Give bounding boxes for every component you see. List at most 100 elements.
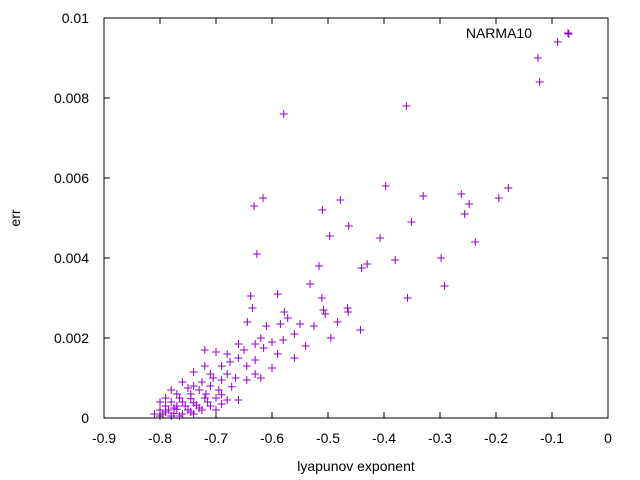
data-point [333,318,342,326]
data-point [200,362,209,370]
data-point [259,194,268,202]
legend-label: NARMA10 [466,25,532,41]
y-tick-label: 0.006 [54,170,89,186]
data-point [227,382,236,391]
data-point [357,264,366,272]
y-tick-label: 0 [81,410,89,426]
data-point [251,356,260,364]
data-point [243,318,252,326]
data-point [189,368,198,376]
data-point [344,222,353,230]
data-point [325,232,334,240]
data-point [251,370,260,378]
data-point [319,306,328,314]
data-point [223,370,232,378]
data-point [407,218,416,226]
x-tick-label: -0.8 [148,430,172,446]
data-point [234,354,243,362]
data-point [344,308,353,316]
data-point [259,344,268,352]
data-point [231,374,240,382]
data-point [402,102,411,110]
data-point [290,354,299,362]
x-tick-label: -0.6 [260,430,284,446]
data-point [189,382,198,390]
axis-ticks [103,17,609,419]
data-point [212,394,220,402]
data-point [251,340,260,348]
data-point [317,294,326,302]
data-points [150,30,573,420]
data-point [301,342,310,350]
data-point [234,396,243,404]
data-point [217,400,226,408]
data-point [184,384,192,392]
data-point [273,350,282,358]
y-axis-label: err [7,209,23,226]
data-point [356,326,365,334]
data-point [156,398,164,406]
data-point [250,202,259,210]
data-point [564,30,573,38]
data-point [283,314,292,322]
data-point [296,320,304,328]
data-point [234,340,243,348]
data-point [310,322,318,330]
x-tick-label: -0.7 [204,430,228,446]
data-point [223,350,232,358]
data-point [206,382,215,390]
data-point [336,196,345,204]
data-point [198,378,206,386]
x-tick-label: -0.4 [372,430,396,446]
y-tick-label: 0.01 [62,10,89,26]
data-point [167,412,176,420]
data-point [212,348,220,356]
data-point [161,394,170,402]
y-tick-label: 0.002 [54,330,89,346]
data-point [262,322,271,330]
data-point [318,206,327,214]
data-point [306,280,315,288]
data-point [440,282,449,290]
legend-marker [564,29,572,37]
data-point [150,410,159,418]
data-point [256,374,265,382]
data-point [419,192,428,200]
data-point [178,378,187,386]
data-point [553,38,562,46]
x-tick-label: -0.5 [316,430,340,446]
data-point [343,304,352,312]
data-point [200,346,209,354]
x-tick-label: -0.1 [540,430,564,446]
data-point [201,390,210,398]
plot-frame [103,17,609,419]
y-tick-label: 0.004 [54,250,89,266]
data-point [195,404,204,412]
data-point [214,386,223,394]
data-point [170,404,178,412]
data-point [315,262,324,270]
data-point [535,78,544,86]
data-point [460,210,469,218]
data-point [217,362,226,370]
data-point [363,260,372,268]
data-point [167,386,176,394]
x-tick-label: -0.3 [428,430,452,446]
data-point [534,54,542,62]
data-point [161,408,170,416]
data-point [186,408,195,416]
data-point [226,358,234,366]
data-point [175,412,184,420]
data-point [273,290,282,298]
data-point [217,376,226,384]
data-point [321,310,330,318]
data-point [403,294,412,302]
data-point [167,398,176,406]
data-point [246,292,255,300]
tick-labels: -0.9 -0.8 -0.7 -0.6 -0.5 -0.4 -0.3 -0.2 -0.1 0 0 0.… [54,10,612,446]
data-point [256,334,265,342]
y-tick-label: 0.008 [54,90,89,106]
data-point [504,184,513,192]
data-point [279,336,288,344]
